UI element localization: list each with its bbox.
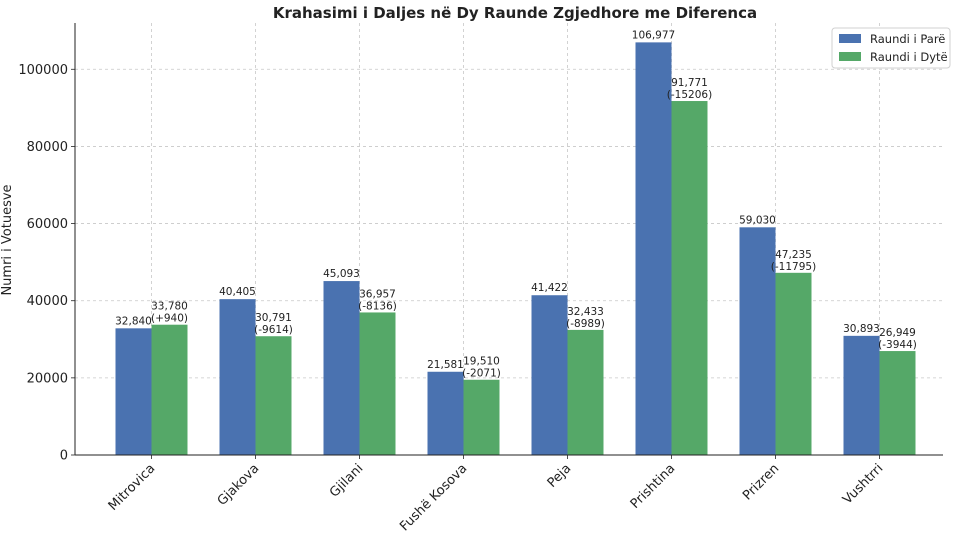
data-label-round-1: 41,422 [531,282,568,294]
legend: Raundi i Parë Raundi i Dytë [831,27,951,69]
grid [75,23,943,456]
x-tick-label: Peja [545,461,575,491]
y-tick-label: 60000 [27,217,68,232]
data-label-round-2: 33,780 [151,301,188,313]
data-label-difference: (+940) [151,313,188,325]
bar-round-2 [671,101,708,455]
chart-title: Krahasimi i Daljes në Dy Raunde Zgjedhor… [273,4,757,22]
x-tick-label: Gjakova [215,461,263,509]
bars [115,42,916,456]
data-label-round-2: 32,433 [567,306,604,318]
data-label-round-2: 30,791 [255,312,292,324]
data-labels: 32,840 33,780(+940) 40,405 30,791(-9614) 45,… [115,29,917,379]
data-label-round-2: 26,949 [879,327,916,339]
y-tick-label: 40000 [27,294,68,309]
data-label-round-1: 21,581 [427,359,464,371]
bar-round-2 [359,312,396,455]
x-tick-label: Gjilani [327,461,366,500]
data-label-round-2: 47,235 [775,249,812,261]
y-axis-label: Numri i Votuesve [0,184,15,295]
bar-round-1 [427,371,464,455]
bar-round-1 [531,295,568,455]
bar-round-2 [463,379,500,455]
data-label-difference: (-11795) [771,261,816,273]
y-tick-label: 100000 [18,63,68,78]
data-label-round-1: 30,893 [843,323,880,335]
data-label-round-2: 91,771 [671,77,708,89]
x-tick-label: Fushë Kosova [397,461,470,534]
legend-label-round-1: Raundi i Parë [870,32,945,46]
legend-label-round-2: Raundi i Dytë [870,50,948,64]
x-tick-label: Prizren [740,461,782,503]
legend-box [831,27,951,69]
legend-swatch-round-2 [839,52,861,61]
data-label-round-2: 36,957 [359,288,396,300]
bar-round-1 [219,299,256,455]
bar-round-2 [255,336,292,455]
data-label-round-2: 19,510 [463,356,500,368]
data-label-round-1: 40,405 [219,286,256,298]
bar-round-2 [879,351,916,455]
data-label-round-1: 59,030 [739,214,776,226]
bar-round-2 [151,324,188,455]
bar-round-1 [323,281,360,455]
x-tick-label: Mitrovica [106,461,159,514]
y-tick-label: 0 [60,449,68,464]
y-tick-label: 80000 [27,140,68,155]
bar-round-2 [775,272,812,455]
data-label-round-1: 106,977 [632,29,675,41]
bar-round-1 [843,335,880,455]
data-label-difference: (-8136) [358,300,397,312]
data-label-difference: (-15206) [667,89,712,101]
y-tick-label: 20000 [27,371,68,386]
legend-swatch-round-1 [839,34,861,43]
data-label-difference: (-2071) [462,368,501,380]
x-tick-label: Prishtina [628,461,679,512]
data-label-round-1: 45,093 [323,268,360,280]
bar-round-1 [115,328,152,455]
x-tick-label: Vushtrri [840,461,886,507]
bar-round-1 [739,227,776,455]
data-label-difference: (-3944) [878,339,917,351]
data-label-round-1: 32,840 [115,315,152,327]
data-label-difference: (-8989) [566,318,605,330]
bar-round-1 [635,42,672,456]
bar-round-2 [567,329,604,455]
data-label-difference: (-9614) [254,324,293,336]
